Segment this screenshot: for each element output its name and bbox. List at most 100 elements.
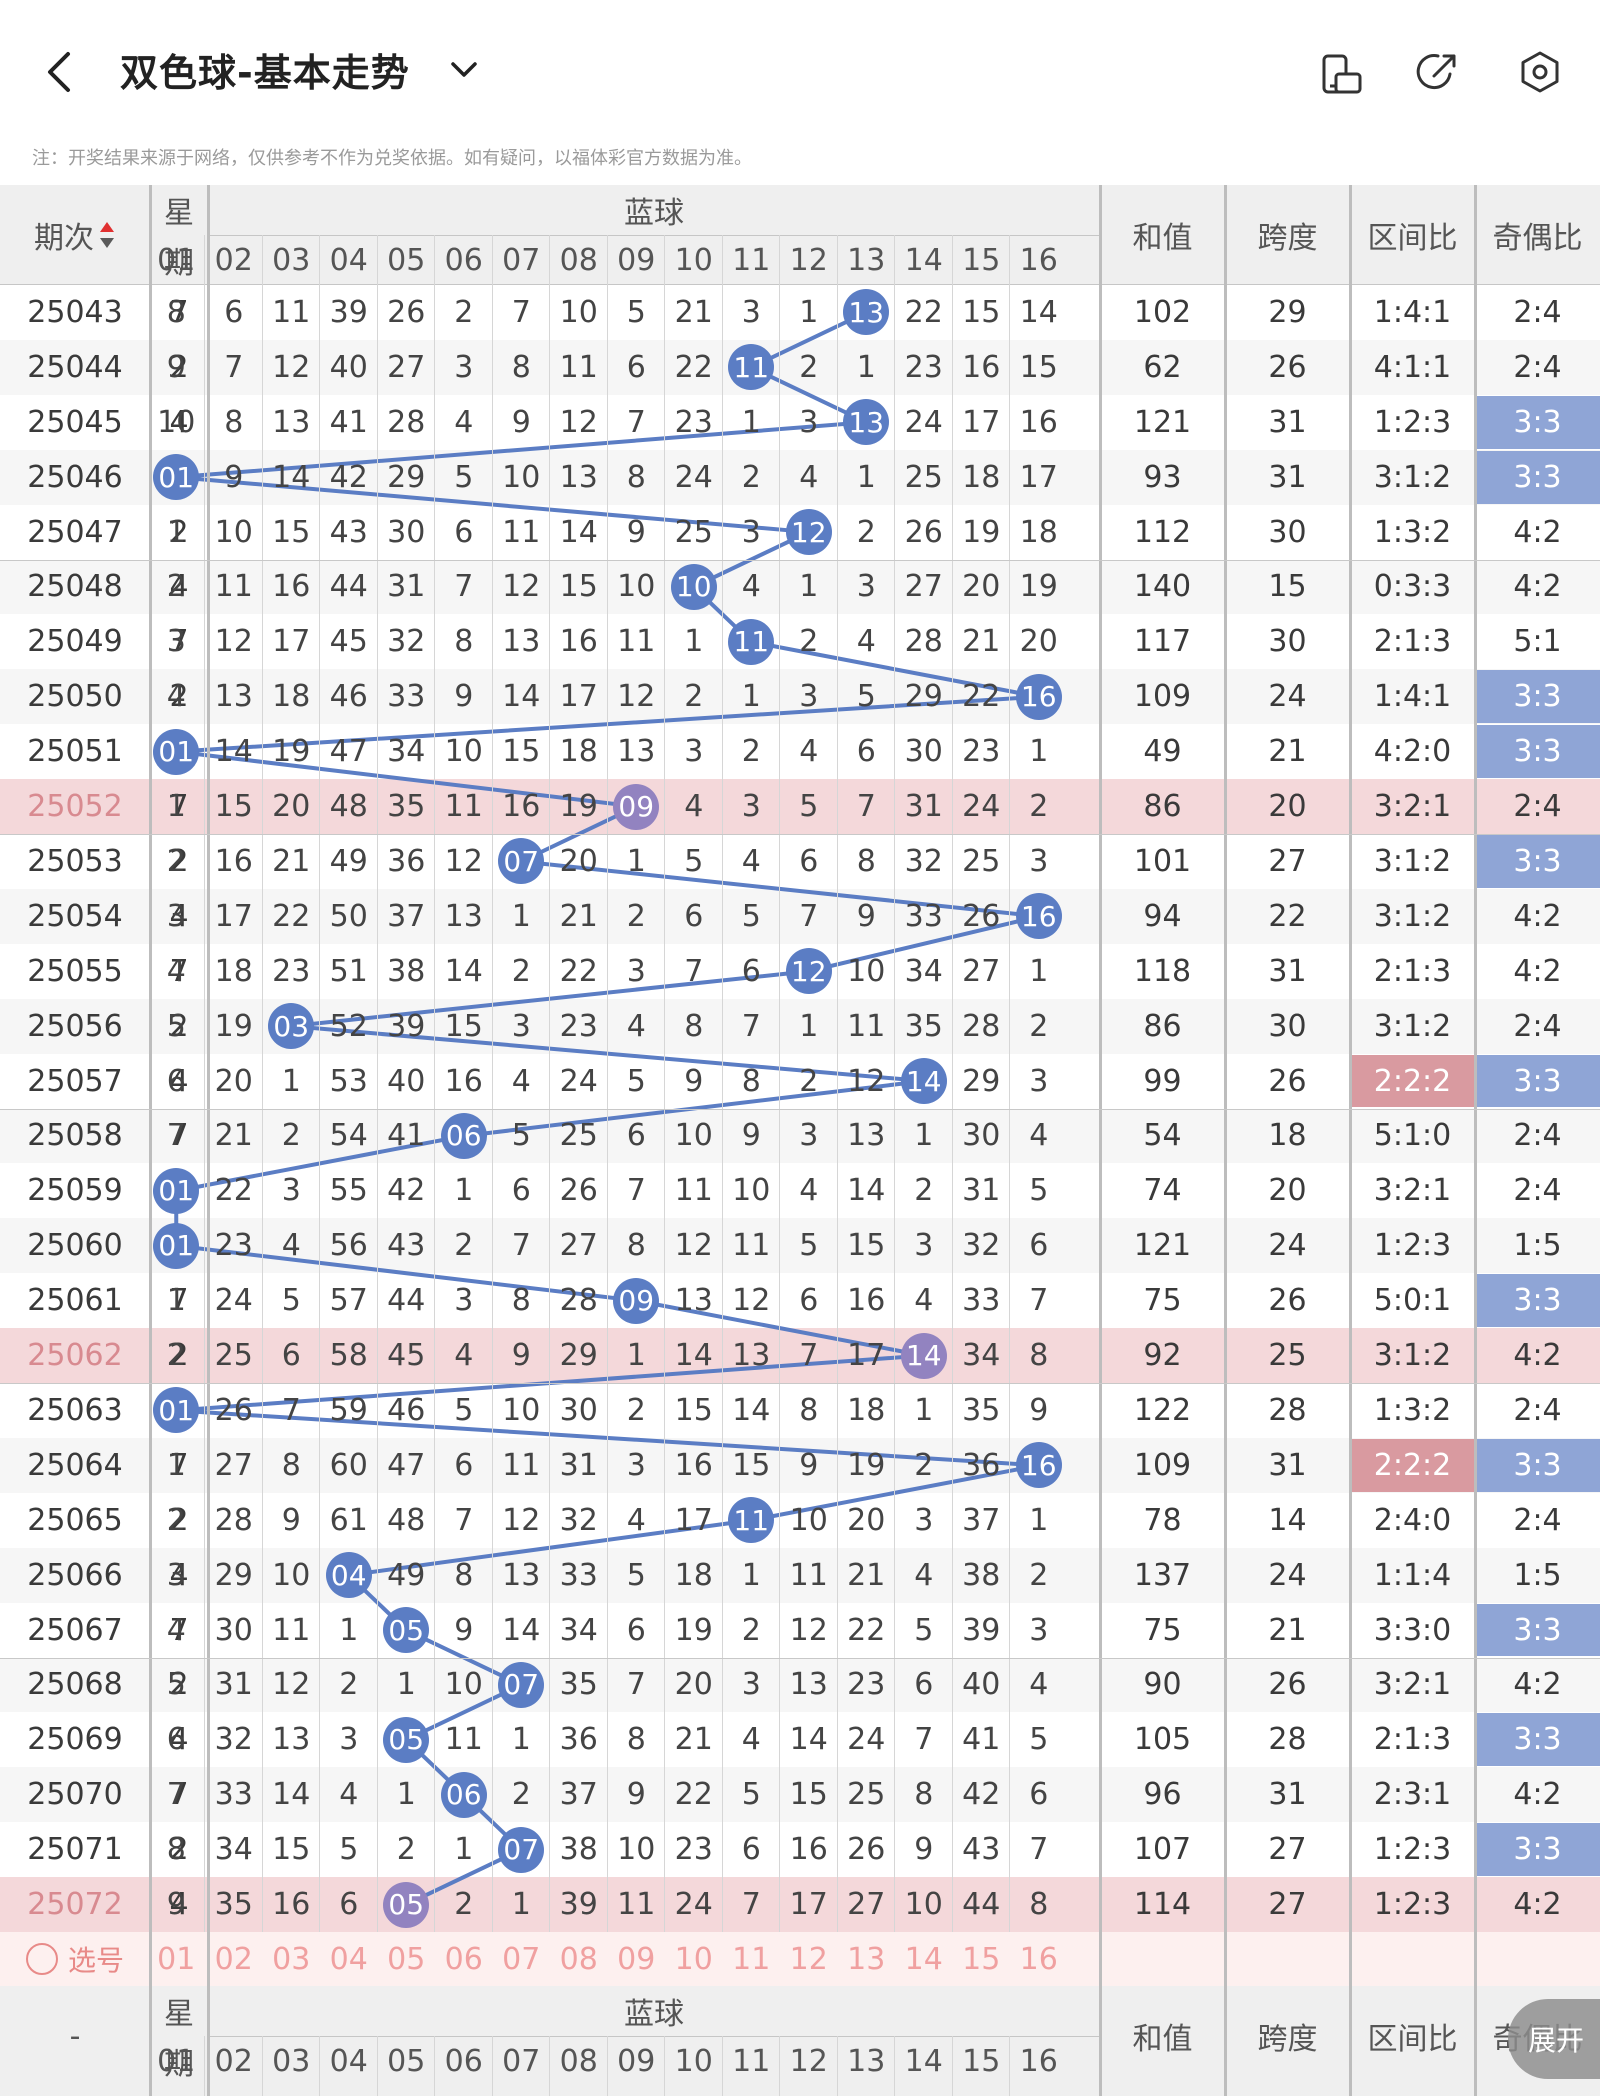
select-number[interactable]: 04 — [329, 1941, 368, 1977]
select-number[interactable]: 01 — [157, 1941, 196, 1977]
blue-ball[interactable]: 04 — [325, 1552, 372, 1599]
blue-ball[interactable]: 13 — [843, 289, 890, 336]
blue-ball[interactable]: 16 — [1015, 1442, 1062, 1489]
miss-count: 41 — [329, 404, 368, 440]
miss-count: 7 — [684, 953, 704, 989]
blue-ball[interactable]: 01 — [153, 1387, 200, 1434]
blue-ball[interactable]: 06 — [440, 1112, 487, 1159]
miss-count: 41 — [962, 1722, 1001, 1758]
miss-count: 2 — [339, 1667, 359, 1703]
period-header[interactable]: 期次 — [0, 185, 150, 285]
page-title[interactable]: 双色球-基本走势 — [120, 51, 410, 95]
select-number[interactable]: 16 — [1019, 1941, 1058, 1977]
blue-ball[interactable]: 11 — [728, 618, 775, 665]
select-number[interactable]: 08 — [559, 1941, 598, 1977]
oe-highlight — [1477, 1603, 1600, 1657]
miss-count: 2 — [626, 1392, 646, 1428]
blue-ball[interactable]: 01 — [153, 1222, 200, 1269]
miss-count: 26 — [214, 1392, 253, 1428]
miss-count: 27 — [962, 953, 1001, 989]
expand-button[interactable]: 展开 — [1508, 1999, 1600, 2079]
select-number[interactable]: 07 — [502, 1941, 541, 1977]
sub-column-divider — [894, 2036, 895, 2096]
screen-rotate-icon[interactable] — [1320, 52, 1364, 96]
share-icon[interactable] — [1416, 50, 1460, 94]
period-cell: 25046 — [27, 459, 123, 495]
blue-ball[interactable]: 03 — [268, 1003, 315, 1050]
footer-blue-col-header: 13 — [847, 2043, 886, 2079]
select-number[interactable]: 10 — [674, 1941, 713, 1977]
stat-cell: 3:3 — [1513, 1612, 1562, 1648]
chevron-left-icon[interactable] — [42, 50, 78, 94]
blue-ball[interactable]: 10 — [670, 563, 717, 610]
miss-count: 38 — [559, 1832, 598, 1868]
blue-ball[interactable]: 06 — [440, 1771, 487, 1818]
miss-count: 7 — [511, 1228, 531, 1264]
miss-count: 3 — [799, 1118, 819, 1154]
blue-ball[interactable]: 09 — [613, 783, 660, 830]
select-number[interactable]: 11 — [732, 1941, 771, 1977]
select-number[interactable]: 15 — [962, 1941, 1001, 1977]
blue-ball[interactable]: 16 — [1015, 893, 1062, 940]
miss-count: 4 — [741, 569, 761, 605]
chevron-down-icon[interactable] — [450, 60, 478, 80]
select-number[interactable]: 12 — [789, 1941, 828, 1977]
miss-count: 3 — [339, 1722, 359, 1758]
blue-ball[interactable]: 07 — [498, 1826, 545, 1873]
miss-count: 1 — [511, 898, 531, 934]
stat-cell: 31 — [1268, 953, 1307, 989]
select-number[interactable]: 06 — [444, 1941, 483, 1977]
miss-count: 5 — [454, 1392, 474, 1428]
stat-cell: 121 — [1133, 404, 1192, 440]
footer-blue-col-header: 08 — [559, 2043, 598, 2079]
blue-ball[interactable]: 11 — [728, 1497, 775, 1544]
miss-count: 4 — [856, 624, 876, 660]
miss-count: 60 — [329, 1447, 368, 1483]
blue-ball[interactable]: 14 — [900, 1058, 947, 1105]
miss-count: 10 — [617, 1832, 656, 1868]
select-number-button[interactable]: 选号 — [0, 1932, 150, 1986]
stat-cell: 99 — [1143, 1063, 1182, 1099]
settings-icon[interactable] — [1518, 50, 1562, 94]
blue-ball[interactable]: 01 — [153, 454, 200, 501]
blue-ball[interactable]: 05 — [383, 1881, 430, 1928]
miss-count: 6 — [166, 1722, 186, 1758]
stat-cell: 26 — [1268, 349, 1307, 385]
select-number[interactable]: 09 — [617, 1941, 656, 1977]
blue-ball[interactable]: 05 — [383, 1607, 430, 1654]
miss-count: 37 — [962, 1502, 1001, 1538]
blue-ball[interactable]: 05 — [383, 1716, 430, 1763]
blue-ball[interactable]: 12 — [785, 948, 832, 995]
blue-ball[interactable]: 01 — [153, 1167, 200, 1214]
select-number[interactable]: 14 — [904, 1941, 943, 1977]
blue-ball[interactable]: 07 — [498, 838, 545, 885]
miss-count: 1 — [856, 459, 876, 495]
stat-cell: 2:1:3 — [1373, 1722, 1452, 1758]
miss-count: 3 — [166, 624, 186, 660]
week-cell: 4 — [169, 1722, 189, 1758]
miss-count: 15 — [789, 1777, 828, 1813]
select-number[interactable]: 02 — [214, 1941, 253, 1977]
stat-cell: 107 — [1133, 1832, 1192, 1868]
select-number[interactable]: 13 — [847, 1941, 886, 1977]
row-bg — [0, 834, 1600, 889]
blue-ball[interactable]: 07 — [498, 1661, 545, 1708]
blue-ball[interactable]: 13 — [843, 399, 890, 446]
miss-count: 14 — [502, 679, 541, 715]
miss-count: 1 — [511, 1722, 531, 1758]
miss-count: 4 — [684, 789, 704, 825]
blue-ball[interactable]: 09 — [613, 1277, 660, 1324]
miss-count: 3 — [626, 953, 646, 989]
blue-ball[interactable]: 16 — [1015, 673, 1062, 720]
select-number[interactable]: 03 — [272, 1941, 311, 1977]
blue-ball[interactable]: 12 — [785, 509, 832, 556]
miss-count: 6 — [799, 1283, 819, 1319]
miss-count: 11 — [502, 1447, 541, 1483]
blue-ball[interactable]: 11 — [728, 344, 775, 391]
stat-cell: 3:1:2 — [1373, 898, 1452, 934]
select-number[interactable]: 05 — [387, 1941, 426, 1977]
blue-ball[interactable]: 01 — [153, 728, 200, 775]
miss-count: 40 — [387, 1063, 426, 1099]
footer-blue-col-header: 15 — [962, 2043, 1001, 2079]
blue-ball[interactable]: 14 — [900, 1332, 947, 1379]
